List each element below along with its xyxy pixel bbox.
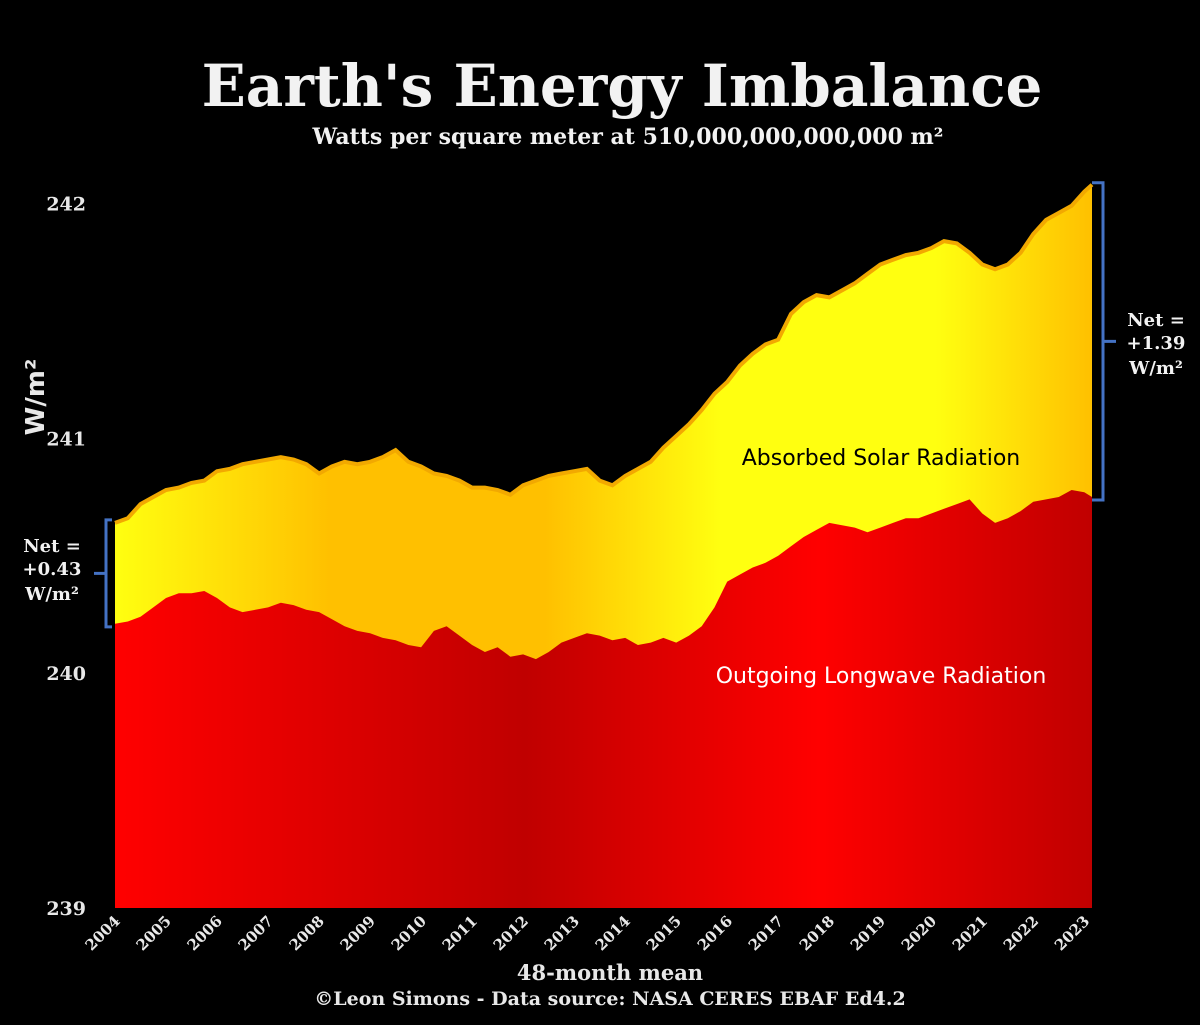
y-tick-label: 240 xyxy=(46,663,86,685)
start-net-line-3: W/m² xyxy=(24,584,79,605)
chart-title: Earth's Energy Imbalance xyxy=(202,52,1043,120)
plot-areas xyxy=(114,183,1094,908)
y-tick-label: 241 xyxy=(46,428,86,450)
absorbed-solar-radiation-line xyxy=(114,183,1094,525)
end-net-annotation: Net = +1.39 W/m² xyxy=(1127,310,1186,379)
data-source-credit: ©Leon Simons - Data source: NASA CERES E… xyxy=(314,988,905,1010)
y-tick-label: 242 xyxy=(46,193,86,215)
start-net-bracket xyxy=(94,518,112,629)
start-net-line-2: +0.43 xyxy=(23,559,82,580)
chart-subtitle: Watts per square meter at 510,000,000,00… xyxy=(312,124,944,150)
asr-series-label: Absorbed Solar Radiation xyxy=(742,446,1020,471)
y-tick-label: 239 xyxy=(46,898,86,920)
y-axis-ticks: 239 240 241 242 xyxy=(46,193,86,920)
end-net-bracket xyxy=(1092,181,1116,502)
start-net-annotation: Net = +0.43 W/m² xyxy=(23,536,82,605)
start-net-line-1: Net = xyxy=(23,536,81,557)
end-net-line-2: +1.39 xyxy=(1127,333,1186,354)
end-net-line-1: Net = xyxy=(1127,310,1185,331)
net-brackets xyxy=(94,181,1116,629)
x-axis-label: 48-month mean xyxy=(517,960,703,985)
outgoing-longwave-radiation-area xyxy=(115,490,1092,908)
olr-series-label: Outgoing Longwave Radiation xyxy=(716,664,1047,689)
y-axis-label: W/m² xyxy=(21,359,51,436)
end-net-line-3: W/m² xyxy=(1128,358,1183,379)
